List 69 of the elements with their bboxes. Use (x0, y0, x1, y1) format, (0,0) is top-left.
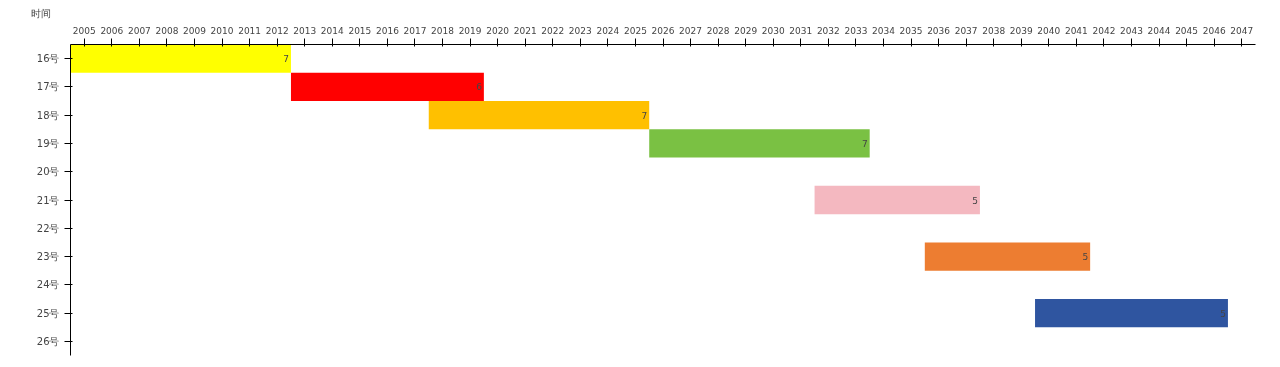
x-tick-label: 2027 (679, 25, 703, 36)
x-tick-label: 2023 (568, 25, 592, 36)
y-tick-label: 22号 (36, 222, 60, 234)
x-tick-label: 2038 (982, 25, 1006, 36)
x-tick-label: 2033 (844, 25, 868, 36)
chart-title: 时间 (30, 7, 51, 19)
annotation: 5 (1220, 308, 1226, 319)
bar (924, 242, 1091, 271)
y-tick-label: 23号 (36, 251, 60, 263)
annotation: 5 (972, 195, 978, 206)
x-tick-label: 2046 (1202, 25, 1226, 36)
annotation: 7 (641, 110, 648, 121)
annotation: 7 (283, 54, 289, 65)
x-tick-label: 2013 (293, 25, 317, 36)
x-tick-label: 2019 (458, 25, 482, 36)
x-tick-label: 2039 (1009, 25, 1033, 36)
x-tick-label: 2029 (734, 25, 758, 36)
x-tick-label: 2009 (183, 25, 207, 36)
x-tick-label: 2016 (375, 25, 400, 36)
y-tick-label: 26号 (36, 335, 60, 347)
x-tick-label: 2036 (927, 25, 951, 36)
y-tick-label: 20号 (36, 166, 60, 178)
bar (814, 185, 980, 215)
x-tick-label: 2043 (1120, 25, 1143, 36)
x-tick-label: 2018 (431, 25, 455, 36)
x-tick-label: 2034 (872, 25, 896, 36)
x-tick-label: 2011 (238, 25, 262, 36)
bar (649, 129, 870, 158)
x-tick-label: 2037 (954, 25, 978, 36)
x-tick-label: 2035 (899, 25, 923, 36)
x-tick-label: 2045 (1175, 25, 1199, 36)
y-tick-label: 25号 (36, 307, 60, 319)
x-tick-label: 2021 (513, 25, 537, 36)
bar (428, 101, 650, 130)
y-tick-label: 18号 (36, 109, 60, 121)
x-tick-label: 2042 (1092, 25, 1116, 36)
x-tick-label: 2017 (403, 25, 427, 36)
x-tick-label: 2022 (541, 25, 565, 36)
x-tick-label: 2006 (100, 25, 124, 36)
x-tick-label: 2024 (596, 25, 620, 36)
annotation: 7 (861, 138, 868, 149)
x-tick-label: 2028 (706, 25, 730, 36)
x-tick-label: 2020 (486, 25, 510, 36)
x-tick-label: 2044 (1147, 25, 1171, 36)
y-tick-label: 21号 (36, 194, 60, 206)
x-tick-label: 2014 (320, 25, 345, 36)
x-tick-label: 2005 (72, 25, 96, 36)
x-tick-label: 2041 (1064, 25, 1088, 36)
annotation: 5 (1082, 252, 1089, 263)
x-tick-label: 2010 (210, 25, 234, 36)
x-tick-label: 2026 (651, 25, 675, 36)
x-tick-label: 2015 (348, 25, 372, 36)
y-tick-label: 24号 (36, 279, 60, 291)
x-tick-label: 2032 (816, 25, 840, 36)
y-tick-label: 19号 (36, 137, 60, 149)
x-tick-label: 2047 (1230, 25, 1254, 36)
bar (1035, 298, 1228, 328)
x-tick-label: 2012 (265, 25, 289, 36)
annotation: 6 (476, 82, 483, 93)
x-tick-label: 2031 (789, 25, 813, 36)
x-tick-label: 2040 (1037, 25, 1061, 36)
x-tick-label: 2030 (761, 25, 785, 36)
y-tick-label: 17号 (36, 81, 60, 93)
x-tick-label: 2025 (623, 25, 647, 36)
x-tick-label: 2008 (155, 25, 179, 36)
bar (70, 44, 291, 73)
y-tick-label: 16号 (36, 53, 60, 65)
x-tick-label: 2007 (127, 25, 151, 36)
bar (290, 72, 484, 102)
